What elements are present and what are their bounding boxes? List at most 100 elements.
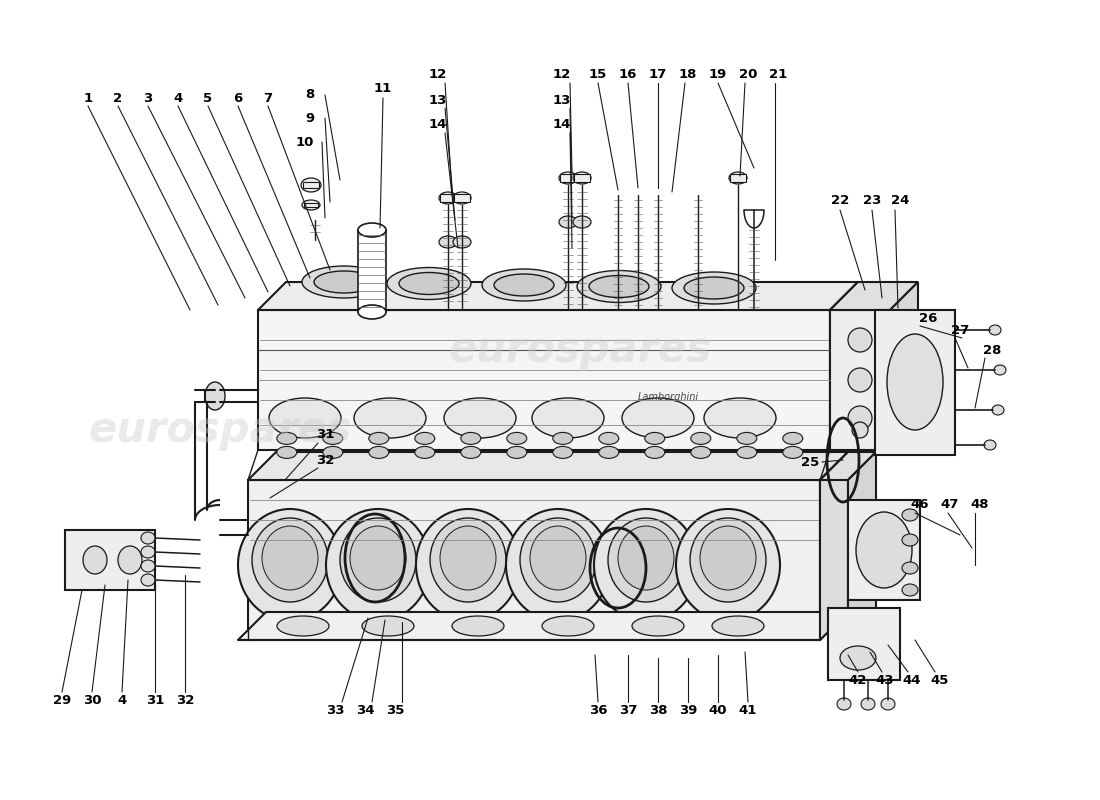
Text: 3: 3 bbox=[143, 91, 153, 105]
Ellipse shape bbox=[594, 509, 698, 621]
Polygon shape bbox=[258, 310, 830, 450]
Polygon shape bbox=[65, 530, 155, 590]
Ellipse shape bbox=[691, 446, 711, 458]
Ellipse shape bbox=[301, 178, 321, 192]
Ellipse shape bbox=[507, 432, 527, 445]
Text: 43: 43 bbox=[876, 674, 894, 686]
Text: 27: 27 bbox=[950, 323, 969, 337]
Ellipse shape bbox=[358, 223, 386, 237]
Ellipse shape bbox=[302, 200, 320, 210]
Ellipse shape bbox=[141, 560, 155, 572]
Ellipse shape bbox=[277, 432, 297, 445]
Bar bbox=[574, 174, 590, 182]
Ellipse shape bbox=[783, 446, 803, 458]
Ellipse shape bbox=[672, 272, 756, 304]
Ellipse shape bbox=[439, 192, 456, 204]
Polygon shape bbox=[830, 282, 858, 450]
Ellipse shape bbox=[141, 532, 155, 544]
Text: 10: 10 bbox=[296, 135, 315, 149]
Ellipse shape bbox=[141, 546, 155, 558]
Ellipse shape bbox=[573, 172, 591, 184]
Text: 25: 25 bbox=[801, 455, 820, 469]
Ellipse shape bbox=[314, 271, 374, 293]
Text: 38: 38 bbox=[649, 703, 668, 717]
Polygon shape bbox=[820, 452, 848, 630]
Polygon shape bbox=[890, 282, 918, 450]
Ellipse shape bbox=[350, 526, 406, 590]
Text: 19: 19 bbox=[708, 69, 727, 82]
Ellipse shape bbox=[452, 616, 504, 636]
Ellipse shape bbox=[238, 509, 342, 621]
Text: 2: 2 bbox=[113, 91, 122, 105]
Ellipse shape bbox=[902, 534, 918, 546]
Ellipse shape bbox=[354, 398, 426, 438]
Text: 30: 30 bbox=[82, 694, 101, 706]
Ellipse shape bbox=[712, 616, 764, 636]
Ellipse shape bbox=[632, 616, 684, 636]
Ellipse shape bbox=[902, 584, 918, 596]
Bar bbox=[302, 182, 319, 188]
Ellipse shape bbox=[856, 512, 912, 588]
Text: 42: 42 bbox=[849, 674, 867, 686]
Ellipse shape bbox=[270, 398, 341, 438]
Polygon shape bbox=[848, 500, 920, 600]
Ellipse shape bbox=[415, 446, 434, 458]
Text: 41: 41 bbox=[739, 703, 757, 717]
Ellipse shape bbox=[453, 192, 471, 204]
Text: 29: 29 bbox=[53, 694, 72, 706]
Bar bbox=[358, 230, 386, 312]
Ellipse shape bbox=[994, 365, 1006, 375]
Ellipse shape bbox=[362, 616, 414, 636]
Ellipse shape bbox=[729, 172, 747, 184]
Ellipse shape bbox=[676, 509, 780, 621]
Text: 4: 4 bbox=[174, 91, 183, 105]
Ellipse shape bbox=[902, 509, 918, 521]
Ellipse shape bbox=[277, 616, 329, 636]
Text: 39: 39 bbox=[679, 703, 697, 717]
Ellipse shape bbox=[532, 398, 604, 438]
Ellipse shape bbox=[621, 398, 694, 438]
Polygon shape bbox=[848, 452, 876, 612]
Text: 7: 7 bbox=[263, 91, 273, 105]
Text: 35: 35 bbox=[386, 703, 404, 717]
Ellipse shape bbox=[461, 432, 481, 445]
Polygon shape bbox=[820, 452, 848, 640]
Ellipse shape bbox=[645, 446, 664, 458]
Text: 36: 36 bbox=[588, 703, 607, 717]
Text: 4: 4 bbox=[118, 694, 127, 706]
Ellipse shape bbox=[118, 546, 142, 574]
Ellipse shape bbox=[399, 273, 459, 294]
Ellipse shape bbox=[340, 518, 416, 602]
Ellipse shape bbox=[506, 509, 610, 621]
Ellipse shape bbox=[553, 446, 573, 458]
Ellipse shape bbox=[852, 422, 868, 438]
Bar bbox=[454, 194, 470, 202]
Ellipse shape bbox=[704, 398, 776, 438]
Text: 45: 45 bbox=[931, 674, 949, 686]
Ellipse shape bbox=[608, 518, 684, 602]
Ellipse shape bbox=[573, 216, 591, 228]
Ellipse shape bbox=[887, 334, 943, 430]
Ellipse shape bbox=[984, 440, 996, 450]
Text: 1: 1 bbox=[84, 91, 92, 105]
Ellipse shape bbox=[440, 526, 496, 590]
Text: 11: 11 bbox=[374, 82, 392, 94]
Ellipse shape bbox=[992, 405, 1004, 415]
Ellipse shape bbox=[302, 266, 386, 298]
Polygon shape bbox=[238, 612, 848, 640]
Ellipse shape bbox=[553, 432, 573, 445]
Ellipse shape bbox=[559, 172, 578, 184]
Ellipse shape bbox=[387, 267, 471, 299]
Ellipse shape bbox=[507, 446, 527, 458]
Text: 40: 40 bbox=[708, 703, 727, 717]
Text: 47: 47 bbox=[940, 498, 959, 511]
Ellipse shape bbox=[684, 277, 744, 299]
Ellipse shape bbox=[578, 270, 661, 302]
Bar bbox=[560, 174, 576, 182]
Text: 37: 37 bbox=[619, 703, 637, 717]
Ellipse shape bbox=[482, 269, 566, 301]
Ellipse shape bbox=[430, 518, 506, 602]
Ellipse shape bbox=[453, 236, 471, 248]
Text: 44: 44 bbox=[903, 674, 922, 686]
Text: 32: 32 bbox=[316, 454, 334, 466]
